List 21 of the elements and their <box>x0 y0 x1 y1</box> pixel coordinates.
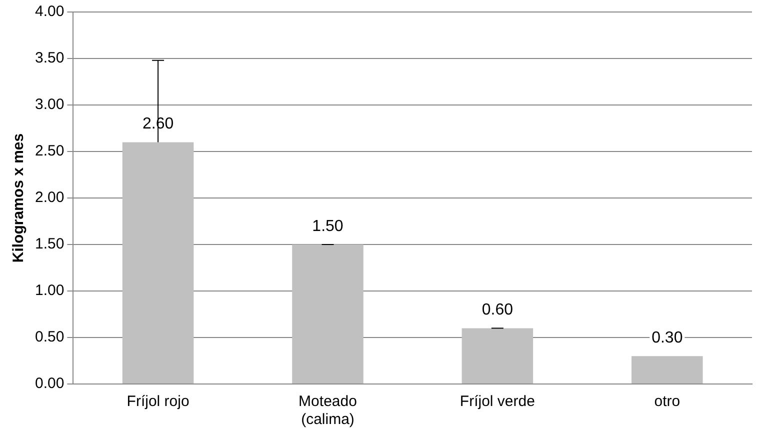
y-tick-label: 4.00 <box>34 3 64 20</box>
y-tick-label: 3.00 <box>34 96 64 114</box>
y-axis-title: Kilogramos x mes <box>10 133 28 263</box>
x-tick-label: otro <box>654 393 680 410</box>
y-tick-label: 2.00 <box>34 189 64 206</box>
bar <box>122 142 194 384</box>
x-tick-label: Moteado (calima) <box>298 393 357 428</box>
y-tick-label: 1.50 <box>34 236 64 253</box>
y-tick-label: 1.00 <box>34 282 64 300</box>
bar <box>632 356 703 384</box>
bar <box>292 244 364 384</box>
data-label: 1.50 <box>312 218 344 235</box>
data-label: 0.30 <box>652 330 683 347</box>
x-tick-label: Fríjol verde <box>460 393 535 410</box>
y-tick-label: 0.00 <box>34 375 64 392</box>
x-tick-label: Fríjol rojo <box>126 393 190 410</box>
y-tick-label: 3.50 <box>34 50 64 67</box>
y-tick-label: 0.50 <box>34 328 64 346</box>
data-label: 0.60 <box>482 302 514 319</box>
bar <box>462 328 534 384</box>
y-tick-label: 2.50 <box>34 142 64 160</box>
